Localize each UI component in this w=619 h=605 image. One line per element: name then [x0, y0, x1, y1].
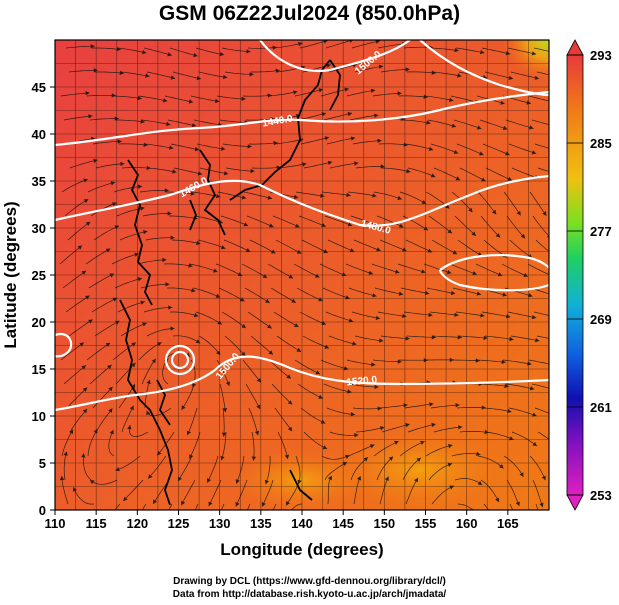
y-axis: 0 5 10 15 20 25 30 35 40 45 — [32, 80, 55, 518]
y-tick-label: 45 — [32, 80, 46, 95]
credit-data: Data from http://database.rish.kyoto-u.a… — [172, 589, 447, 600]
x-axis-title: Longitude (degrees) — [220, 540, 383, 559]
x-tick-label: 165 — [497, 516, 519, 531]
y-tick-label: 0 — [39, 503, 46, 518]
colorbar-label: 285 — [590, 136, 612, 151]
y-tick-label: 30 — [32, 221, 46, 236]
x-tick-label: 135 — [250, 516, 272, 531]
map-title: GSM 06Z22Jul2024 (850.0hPa) — [158, 2, 461, 25]
x-tick-label: 130 — [209, 516, 231, 531]
credit-drawing: Drawing by DCL (https://www.gfd-dennou.o… — [173, 576, 446, 587]
x-tick-label: 120 — [126, 516, 148, 531]
contour-label: 1440.0 — [262, 113, 294, 129]
y-tick-label: 10 — [32, 409, 46, 424]
colorbar-label: 277 — [590, 224, 612, 239]
y-tick-label: 15 — [32, 362, 46, 377]
x-tick-label: 155 — [415, 516, 437, 531]
x-tick-label: 115 — [86, 516, 107, 531]
x-tick-label: 150 — [373, 516, 395, 531]
x-tick-label: 110 — [45, 516, 66, 531]
contour-line — [438, 254, 549, 292]
contour-line — [55, 90, 549, 147]
contour-line — [419, 40, 549, 97]
y-tick-label: 20 — [32, 315, 46, 330]
y-tick-label: 35 — [32, 174, 46, 189]
colorbar-label: 261 — [590, 400, 612, 415]
colorbar-label: 293 — [590, 48, 612, 63]
colorbar-label: 269 — [590, 312, 612, 327]
colorbar-bottom-arrow — [566, 494, 584, 511]
contour-label: 1520.0 — [346, 375, 378, 389]
x-axis: 110 115 120 125 130 135 140 145 150 155 160 165 — [45, 510, 519, 531]
lat-lon-grid — [55, 40, 549, 510]
colorbar: 293 285 277 269 261 253 — [566, 39, 612, 511]
contour-line — [55, 174, 549, 227]
x-tick-label: 145 — [332, 516, 354, 531]
colorbar-label: 253 — [590, 488, 612, 503]
x-tick-label: 140 — [291, 516, 313, 531]
x-tick-label: 125 — [168, 516, 190, 531]
y-axis-title: Latitude (degrees) — [1, 201, 20, 348]
colorbar-top-arrow — [566, 39, 584, 56]
contour-line — [55, 355, 549, 412]
contour-line — [259, 40, 411, 73]
geopotential-contours — [55, 40, 549, 412]
y-tick-label: 5 — [39, 456, 46, 471]
colorbar-bar — [566, 54, 584, 496]
y-tick-label: 40 — [32, 127, 46, 142]
y-tick-label: 25 — [32, 268, 46, 283]
credits: Drawing by DCL (https://www.gfd-dennou.o… — [0, 575, 619, 601]
x-tick-label: 160 — [456, 516, 478, 531]
coastlines — [119, 59, 341, 506]
